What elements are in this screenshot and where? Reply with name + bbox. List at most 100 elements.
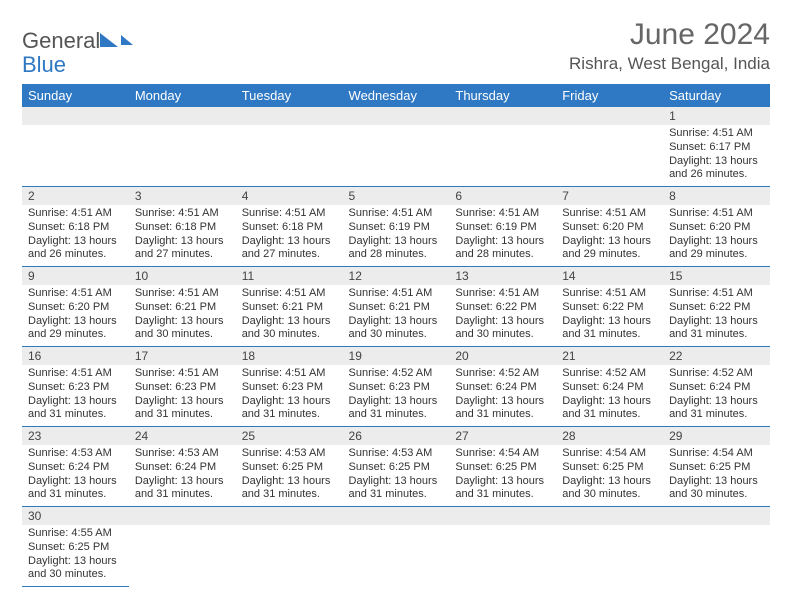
sunrise-line: Sunrise: 4:51 AM <box>455 207 539 219</box>
day-details: Sunrise: 4:53 AMSunset: 6:25 PMDaylight:… <box>343 445 450 506</box>
day-number-cell: 22 <box>663 347 770 366</box>
day-body-cell: Sunrise: 4:51 AMSunset: 6:23 PMDaylight:… <box>129 365 236 427</box>
sunset-line: Sunset: 6:25 PM <box>669 461 750 473</box>
sunrise-line: Sunrise: 4:53 AM <box>135 447 219 459</box>
daylight-line: Daylight: 13 hours and 29 minutes. <box>562 235 651 261</box>
logo-text-general: General <box>22 28 100 54</box>
sunset-line: Sunset: 6:23 PM <box>135 381 216 393</box>
day-details: Sunrise: 4:54 AMSunset: 6:25 PMDaylight:… <box>449 445 556 506</box>
daylight-line: Daylight: 13 hours and 31 minutes. <box>242 475 331 501</box>
day-number-cell: 10 <box>129 267 236 286</box>
daylight-line: Daylight: 13 hours and 30 minutes. <box>562 475 651 501</box>
day-number-cell: 25 <box>236 427 343 446</box>
sunrise-line: Sunrise: 4:52 AM <box>349 367 433 379</box>
day-number-cell: 23 <box>22 427 129 446</box>
day-body-row: Sunrise: 4:51 AM Sunset: 6:23 PM Daylight:… <box>22 365 770 427</box>
day-body-cell: Sunrise: 4:51 AMSunset: 6:21 PMDaylight:… <box>236 285 343 347</box>
day-body-cell <box>129 125 236 187</box>
sunset-line: Sunset: 6:20 PM <box>28 301 109 313</box>
day-details: Sunrise: 4:51 AMSunset: 6:18 PMDaylight:… <box>236 205 343 266</box>
header: General June 2024 Rishra, West Bengal, I… <box>22 18 770 74</box>
day-number-cell: 27 <box>449 427 556 446</box>
sunrise-line: Sunrise: 4:53 AM <box>242 447 326 459</box>
day-body-cell: Sunrise: 4:52 AM Sunset: 6:24 PM Daylight:… <box>449 365 556 427</box>
day-details: Sunrise: 4:53 AMSunset: 6:24 PMDaylight:… <box>22 445 129 506</box>
day-body-cell <box>236 525 343 587</box>
sunrise-line: Sunrise: 4:51 AM <box>669 287 753 299</box>
day-details: Sunrise: 4:51 AMSunset: 6:20 PMDaylight:… <box>663 205 770 266</box>
day-header: Wednesday <box>343 84 450 107</box>
day-number-cell: 1 <box>663 107 770 125</box>
sunset-line: Sunset: 6:19 PM <box>349 221 430 233</box>
daylight-line: Daylight: 13 hours and 29 minutes. <box>28 315 117 341</box>
day-details: Sunrise: 4:51 AMSunset: 6:22 PMDaylight:… <box>449 285 556 346</box>
day-number-row: 1 <box>22 107 770 125</box>
day-number-cell <box>449 507 556 526</box>
day-body-cell <box>449 125 556 187</box>
day-body-cell: Sunrise: 4:51 AMSunset: 6:22 PMDaylight:… <box>663 285 770 347</box>
day-details: Sunrise: 4:51 AMSunset: 6:23 PMDaylight:… <box>129 365 236 426</box>
sunrise-line: Sunrise: 4:51 AM <box>28 207 112 219</box>
sunrise-line: Sunrise: 4:51 AM <box>135 287 219 299</box>
day-header: Sunday <box>22 84 129 107</box>
sunset-line: Sunset: 6:21 PM <box>242 301 323 313</box>
sunrise-line: Sunrise: 4:51 AM <box>135 367 219 379</box>
day-body-cell: Sunrise: 4:51 AMSunset: 6:19 PMDaylight:… <box>449 205 556 267</box>
day-details: Sunrise: 4:54 AMSunset: 6:25 PMDaylight:… <box>663 445 770 506</box>
sunrise-line: Sunrise: 4:51 AM <box>242 367 326 379</box>
day-number-cell <box>129 107 236 125</box>
daylight-line: Daylight: 13 hours and 30 minutes. <box>28 555 117 581</box>
day-number-cell: 6 <box>449 187 556 206</box>
logo-triangle-icon <box>100 33 118 47</box>
day-details: Sunrise: 4:51 AMSunset: 6:21 PMDaylight:… <box>343 285 450 346</box>
daylight-line: Daylight: 13 hours and 26 minutes. <box>669 155 758 181</box>
day-header: Friday <box>556 84 663 107</box>
day-number-cell: 24 <box>129 427 236 446</box>
daylight-line: Daylight: 13 hours and 30 minutes. <box>135 315 224 341</box>
day-number-cell: 21 <box>556 347 663 366</box>
day-number-cell: 26 <box>343 427 450 446</box>
day-number-cell: 5 <box>343 187 450 206</box>
day-number-cell: 20 <box>449 347 556 366</box>
day-body-row: Sunrise: 4:53 AMSunset: 6:24 PMDaylight:… <box>22 445 770 507</box>
day-number-cell: 4 <box>236 187 343 206</box>
day-body-cell: Sunrise: 4:53 AMSunset: 6:25 PMDaylight:… <box>343 445 450 507</box>
day-number-cell: 28 <box>556 427 663 446</box>
day-body-cell: Sunrise: 4:51 AMSunset: 6:22 PMDaylight:… <box>556 285 663 347</box>
day-body-cell: Sunrise: 4:52 AMSunset: 6:23 PMDaylight:… <box>343 365 450 427</box>
title-block: June 2024 Rishra, West Bengal, India <box>569 18 770 74</box>
daylight-line: Daylight: 13 hours and 31 minutes. <box>242 395 331 421</box>
day-number-row: 23242526272829 <box>22 427 770 446</box>
day-body-cell: Sunrise: 4:54 AMSunset: 6:25 PMDaylight:… <box>663 445 770 507</box>
day-number-cell <box>129 507 236 526</box>
logo-triangle-icon <box>121 35 133 45</box>
daylight-line: Daylight: 13 hours and 31 minutes. <box>455 395 544 421</box>
day-number-cell: 13 <box>449 267 556 286</box>
sunset-line: Sunset: 6:22 PM <box>669 301 750 313</box>
day-number-cell: 8 <box>663 187 770 206</box>
day-number-cell: 14 <box>556 267 663 286</box>
day-number-cell: 9 <box>22 267 129 286</box>
sunset-line: Sunset: 6:24 PM <box>455 381 536 393</box>
day-body-cell: Sunrise: 4:54 AMSunset: 6:25 PMDaylight:… <box>449 445 556 507</box>
day-body-cell <box>22 125 129 187</box>
day-body-cell: Sunrise: 4:55 AMSunset: 6:25 PMDaylight:… <box>22 525 129 587</box>
sunrise-line: Sunrise: 4:52 AM <box>455 367 539 379</box>
day-header: Thursday <box>449 84 556 107</box>
day-details: Sunrise: 4:51 AMSunset: 6:20 PMDaylight:… <box>22 285 129 346</box>
daylight-line: Daylight: 13 hours and 30 minutes. <box>349 315 438 341</box>
day-body-cell: Sunrise: 4:51 AMSunset: 6:20 PMDaylight:… <box>22 285 129 347</box>
sunrise-line: Sunrise: 4:53 AM <box>349 447 433 459</box>
sunrise-line: Sunrise: 4:51 AM <box>242 287 326 299</box>
day-number-cell <box>663 507 770 526</box>
day-details: Sunrise: 4:54 AMSunset: 6:25 PMDaylight:… <box>556 445 663 506</box>
day-details: Sunrise: 4:51 AMSunset: 6:17 PMDaylight:… <box>663 125 770 186</box>
daylight-line: Daylight: 13 hours and 30 minutes. <box>669 475 758 501</box>
day-body-cell <box>449 525 556 587</box>
day-details: Sunrise: 4:51 AMSunset: 6:22 PMDaylight:… <box>663 285 770 346</box>
day-body-cell: Sunrise: 4:51 AMSunset: 6:22 PMDaylight:… <box>449 285 556 347</box>
daylight-line: Daylight: 13 hours and 31 minutes. <box>562 395 651 421</box>
month-title: June 2024 <box>569 18 770 52</box>
day-number-cell <box>236 507 343 526</box>
day-body-cell: Sunrise: 4:52 AMSunset: 6:24 PMDaylight:… <box>556 365 663 427</box>
